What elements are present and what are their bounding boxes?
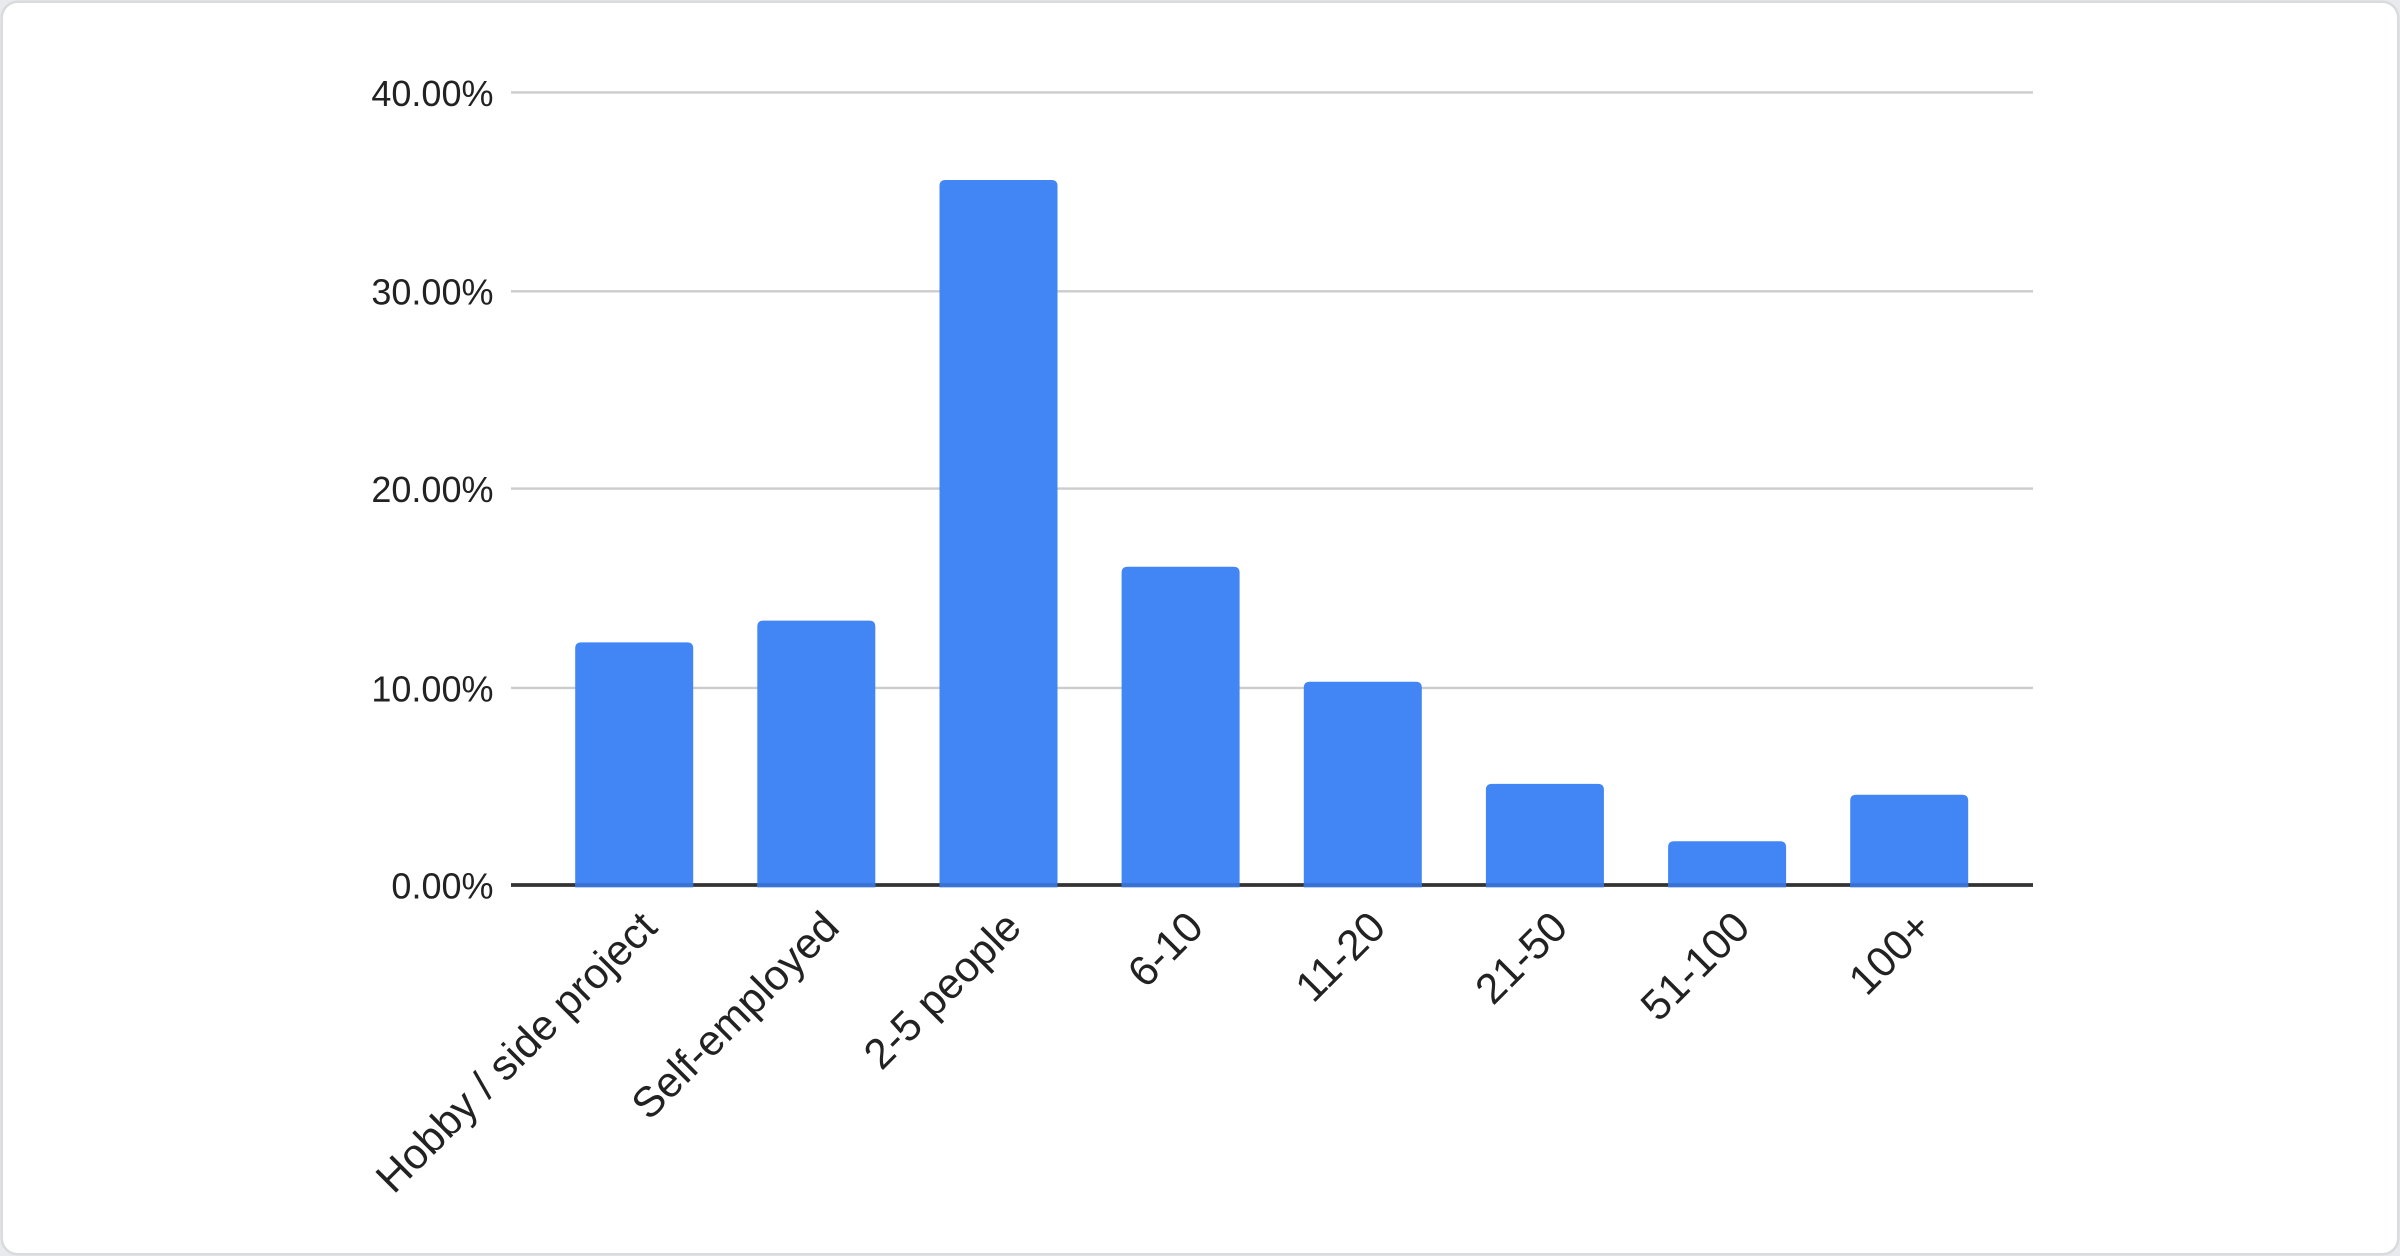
svg-text:0.00%: 0.00%: [391, 865, 493, 906]
svg-text:30.00%: 30.00%: [371, 272, 493, 313]
svg-text:40.00%: 40.00%: [371, 73, 493, 114]
svg-text:20.00%: 20.00%: [371, 469, 493, 510]
svg-text:10.00%: 10.00%: [371, 668, 493, 709]
